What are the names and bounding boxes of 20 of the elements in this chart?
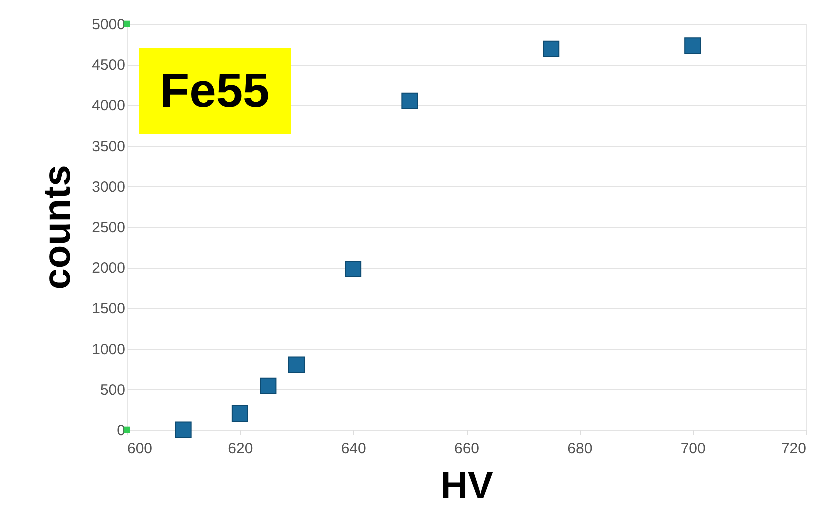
y-tick-label: 4500 xyxy=(92,57,126,74)
x-tick-label: 700 xyxy=(680,440,706,458)
y-tick-label: 2500 xyxy=(92,220,126,236)
y-axis-title: counts xyxy=(37,165,80,290)
x-tick-label: 680 xyxy=(568,440,593,458)
y-tick-label: 4000 xyxy=(92,98,126,115)
y-tick-label: 500 xyxy=(100,382,126,399)
y-tick-label: 2000 xyxy=(92,260,126,278)
y-tick-label: 1000 xyxy=(92,341,126,358)
x-tick-label: 600 xyxy=(128,440,153,458)
y-tick-label: 3500 xyxy=(92,138,126,156)
y-tick-label: 5000 xyxy=(92,16,126,34)
x-tick-label: 720 xyxy=(781,440,806,458)
x-axis-title: HV xyxy=(440,466,494,508)
x-tick-label: 660 xyxy=(454,440,480,458)
y-tick-label: 3000 xyxy=(92,178,126,196)
x-tick-label: 640 xyxy=(341,440,366,458)
annotation: Fe55 xyxy=(139,48,291,134)
x-tick-label: 620 xyxy=(228,440,254,458)
y-tick-label: 1500 xyxy=(92,300,126,318)
